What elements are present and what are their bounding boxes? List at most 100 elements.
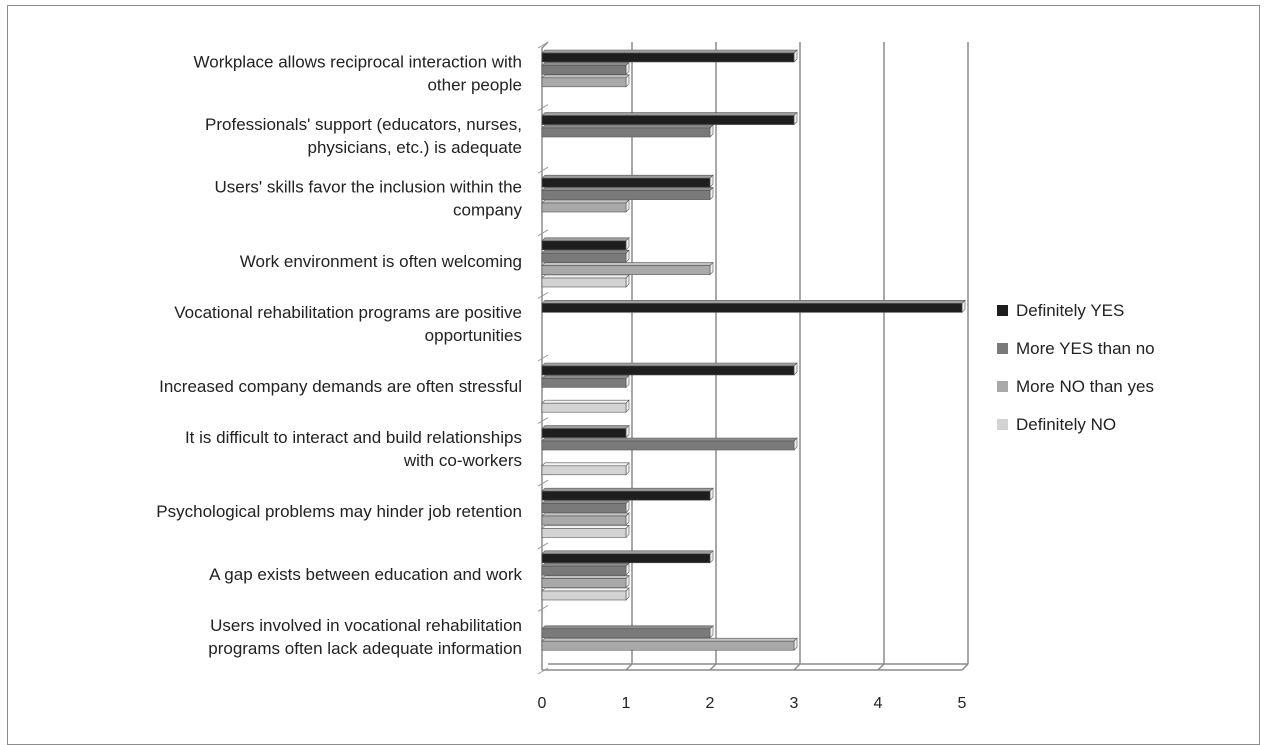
bar-front [541,127,711,138]
category-label: Workplace allows reciprocal interaction … [194,53,523,72]
category-separator [537,542,549,550]
bar-top [541,49,798,54]
legend-item: Definitely NO [997,415,1116,434]
legend-item: More YES than no [997,339,1155,358]
bar [541,424,630,439]
x-tick-label: 5 [958,695,967,712]
legend-label: More YES than no [1016,339,1155,358]
legend-label: Definitely NO [1016,415,1116,434]
bar-top [541,500,630,504]
bar [541,199,630,213]
bar-front [541,177,711,188]
left-wall [541,41,549,670]
bar-top [541,375,630,379]
bar-front [541,528,627,538]
bar [541,261,714,276]
bar-top [541,112,798,116]
bar-front [541,190,711,200]
bar-front [541,265,711,275]
bar-front [541,440,795,451]
x-tick-label: 3 [790,695,799,712]
category-label: Users involved in vocational rehabilitat… [210,616,522,635]
gridline-foot [625,663,633,671]
bar [541,186,714,201]
bar [541,124,714,138]
bar-top [541,462,630,467]
bar-front [541,628,711,639]
category-label: company [453,201,522,220]
bar [541,574,630,589]
category-label: It is difficult to interact and build re… [185,428,522,447]
category-separator [537,667,549,675]
bar [541,49,798,63]
bar-top [541,637,798,642]
bar [541,462,630,476]
x-tick-label: 4 [874,695,883,712]
category-separator [537,417,549,425]
bar [541,249,630,263]
bar [541,74,630,88]
category-label: other people [427,76,522,95]
bar-top [541,262,714,266]
bar-top [541,575,630,579]
bar-front [541,578,627,588]
gridline-foot [709,663,717,671]
bar-top [541,174,714,179]
x-axis-ticks: 0 1 2 3 4 5 [538,695,967,712]
legend-label: Definitely YES [1016,301,1124,320]
bar-top [541,62,630,66]
bar-top [541,425,630,429]
bar-front [541,252,627,263]
bar-top [541,187,714,191]
bar-front [541,565,627,576]
bar-front [541,65,627,75]
category-label: Psychological problems may hinder job re… [156,502,522,521]
bar [541,174,714,188]
category-labels: Workplace allows reciprocal interaction … [156,53,522,658]
legend-label: More NO than yes [1016,377,1154,396]
bar-front [541,402,627,413]
category-separator [537,604,549,612]
bar-front [541,277,627,288]
bar-top [541,124,714,129]
legend-swatch [997,305,1008,316]
bar-top [541,487,714,492]
bar-top [541,274,630,279]
bar [541,524,630,539]
bar [541,61,630,76]
bar-front [541,640,795,651]
bar-front [541,465,627,476]
category-separator [537,229,549,237]
bar-front [541,202,627,213]
category-separator [537,104,549,112]
bar-top [541,562,630,567]
chart-frame: Workplace allows reciprocal interaction … [7,5,1260,745]
bar-top [541,237,630,242]
legend: Definitely YES More YES than no More NO th… [997,301,1155,434]
bar-top [541,550,714,555]
category-label: programs often lack adequate information [208,639,522,658]
category-separator [537,291,549,299]
bar [541,437,798,451]
x-tick-label: 1 [622,695,631,712]
x-tick-label: 0 [538,695,547,712]
category-label: with co-workers [403,451,522,470]
bar-front [541,52,795,63]
category-label: A gap exists between education and work [209,565,522,584]
legend-swatch [997,419,1008,430]
bar [541,237,630,251]
bar [541,362,798,376]
category-separator [537,479,549,487]
legend-swatch [997,343,1008,354]
category-label: Increased company demands are often stre… [159,377,522,396]
bar-chart: Workplace allows reciprocal interaction … [156,41,1155,712]
chart-walls [537,41,968,675]
bar-front [541,115,795,125]
legend-swatch [997,381,1008,392]
bar [541,374,630,389]
bars [541,49,966,651]
gridline-foot [877,663,885,671]
bar-top [541,399,630,404]
bar-front [541,553,711,564]
bar-top [541,199,630,204]
